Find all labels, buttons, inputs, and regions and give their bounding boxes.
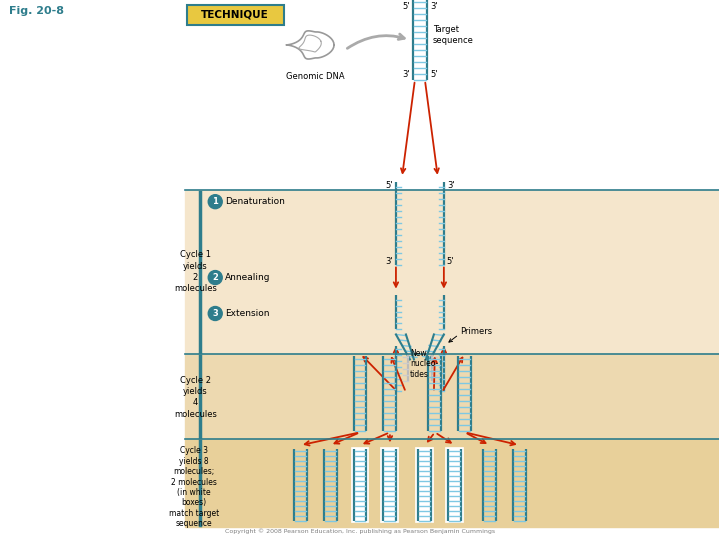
Text: 3': 3' xyxy=(385,256,393,266)
Bar xyxy=(185,354,719,440)
Text: 3: 3 xyxy=(212,309,218,318)
Bar xyxy=(185,190,719,354)
Text: Target
sequence: Target sequence xyxy=(433,25,474,45)
Text: 3': 3' xyxy=(402,70,410,79)
Text: Cycle 1
yields
2
molecules: Cycle 1 yields 2 molecules xyxy=(174,251,217,293)
FancyBboxPatch shape xyxy=(446,448,464,522)
Text: 3': 3' xyxy=(447,181,454,190)
Text: Fig. 20-8: Fig. 20-8 xyxy=(9,6,63,16)
Text: Extension: Extension xyxy=(225,309,270,318)
Circle shape xyxy=(208,195,222,208)
Text: Genomic DNA: Genomic DNA xyxy=(286,72,344,81)
Text: Copyright © 2008 Pearson Education, Inc. publishing as Pearson Benjamin Cummings: Copyright © 2008 Pearson Education, Inc.… xyxy=(225,529,495,534)
Text: Cycle 3
yields 8
molecules;
2 molecules
(in white
boxes)
match target
sequence: Cycle 3 yields 8 molecules; 2 molecules … xyxy=(169,447,220,528)
Text: 5': 5' xyxy=(385,181,393,190)
FancyBboxPatch shape xyxy=(416,448,433,522)
Bar xyxy=(185,0,719,190)
Text: 5': 5' xyxy=(430,70,437,79)
Text: TECHNIQUE: TECHNIQUE xyxy=(202,10,269,20)
FancyBboxPatch shape xyxy=(351,448,369,522)
Circle shape xyxy=(208,307,222,320)
FancyBboxPatch shape xyxy=(382,448,398,522)
Text: Annealing: Annealing xyxy=(225,273,271,282)
Text: 5': 5' xyxy=(447,256,454,266)
Text: 1: 1 xyxy=(212,197,218,206)
Text: 5': 5' xyxy=(402,2,410,11)
Text: New
nucleo-
tides: New nucleo- tides xyxy=(410,349,438,379)
Text: Primers: Primers xyxy=(460,327,492,336)
Circle shape xyxy=(208,271,222,285)
Bar xyxy=(185,440,719,527)
FancyBboxPatch shape xyxy=(187,5,284,25)
Text: 2: 2 xyxy=(212,273,218,282)
Text: 3': 3' xyxy=(430,2,438,11)
Text: Cycle 2
yields
4
molecules: Cycle 2 yields 4 molecules xyxy=(174,376,217,419)
Text: Denaturation: Denaturation xyxy=(225,197,285,206)
